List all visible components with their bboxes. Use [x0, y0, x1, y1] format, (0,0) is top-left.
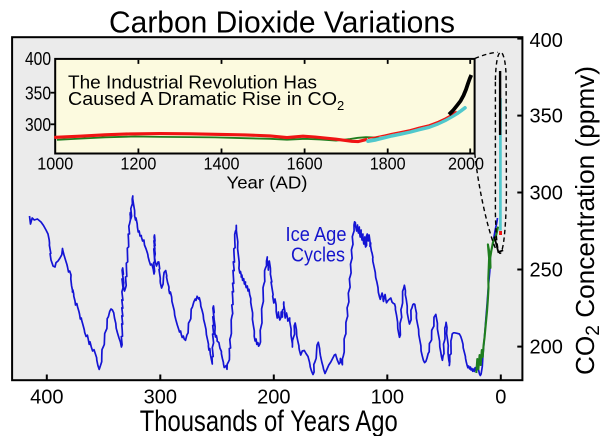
svg-text:400: 400 — [25, 49, 51, 69]
svg-text:350: 350 — [530, 106, 563, 128]
svg-text:2000: 2000 — [448, 154, 484, 174]
svg-text:Thousands of Years Ago: Thousands of Years Ago — [140, 405, 398, 436]
svg-text:1800: 1800 — [370, 154, 406, 174]
svg-text:400: 400 — [30, 387, 63, 409]
svg-text:200: 200 — [257, 387, 290, 409]
svg-text:0: 0 — [495, 387, 506, 409]
svg-text:Carbon Dioxide Variations: Carbon Dioxide Variations — [109, 5, 455, 40]
svg-text:1600: 1600 — [287, 154, 323, 174]
svg-text:100: 100 — [371, 387, 404, 409]
svg-text:250: 250 — [530, 260, 563, 282]
svg-text:300: 300 — [25, 115, 51, 135]
svg-text:Year (AD): Year (AD) — [227, 173, 308, 193]
svg-text:200: 200 — [530, 337, 563, 359]
svg-text:Cycles: Cycles — [291, 244, 345, 266]
svg-text:1200: 1200 — [120, 154, 156, 174]
svg-text:Ice Age: Ice Age — [286, 224, 347, 246]
svg-text:1400: 1400 — [204, 154, 240, 174]
svg-text:The Industrial Revolution Has: The Industrial Revolution Has — [68, 72, 317, 92]
svg-text:1000: 1000 — [37, 154, 73, 174]
svg-text:300: 300 — [530, 183, 563, 205]
svg-text:350: 350 — [25, 84, 51, 104]
svg-text:Caused A Dramatic Rise in CO2: Caused A Dramatic Rise in CO2 — [68, 89, 344, 113]
svg-text:400: 400 — [530, 30, 563, 52]
svg-text:CO2 Concentration (ppmv): CO2 Concentration (ppmv) — [570, 66, 600, 375]
svg-text:300: 300 — [144, 387, 177, 409]
